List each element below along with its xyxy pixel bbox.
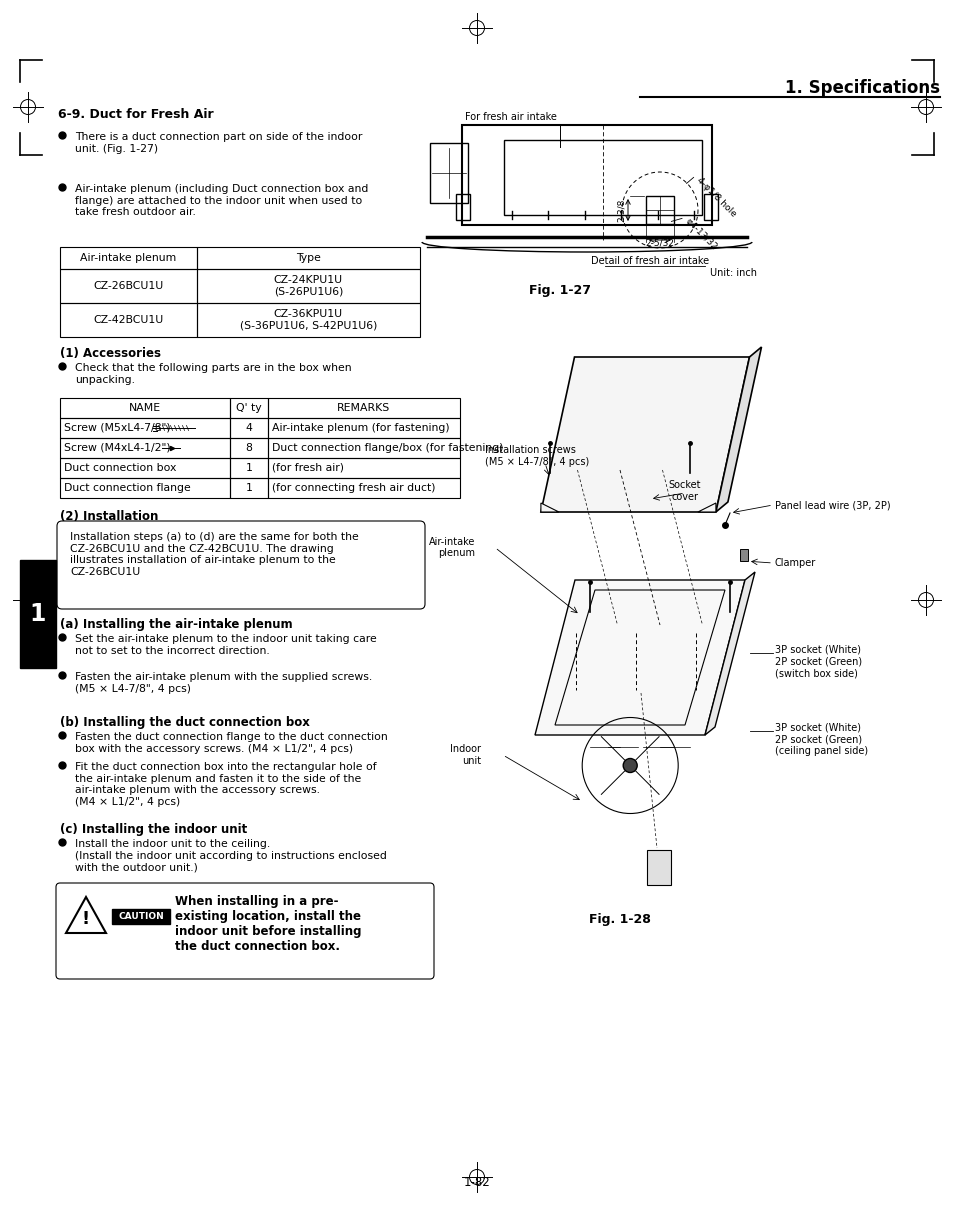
Text: Set the air-intake plenum to the indoor unit taking care
not to set to the incor: Set the air-intake plenum to the indoor …: [75, 634, 376, 656]
Bar: [196, 302, 419, 337]
Text: 2-3/8: 2-3/8: [617, 199, 625, 222]
Bar: [268, 478, 459, 498]
Bar: [703, 194, 718, 221]
Text: Check that the following parts are in the box when
unpacking.: Check that the following parts are in th…: [75, 363, 352, 384]
Text: 4: 4: [245, 423, 253, 433]
Text: Unit: inch: Unit: inch: [709, 268, 757, 278]
Bar: [230, 458, 268, 478]
Text: (for connecting fresh air duct): (for connecting fresh air duct): [272, 483, 435, 493]
Polygon shape: [698, 502, 715, 512]
Bar: [196, 247, 419, 269]
Bar: [196, 269, 419, 302]
Text: Air-intake plenum (including Duct connection box and
flange) are attached to the: Air-intake plenum (including Duct connec…: [75, 184, 368, 217]
Text: 4-φ1/8 hole: 4-φ1/8 hole: [694, 176, 737, 218]
Text: Fit the duct connection box into the rectangular hole of
the air-intake plenum a: Fit the duct connection box into the rec…: [75, 762, 376, 807]
Text: Socket
cover: Socket cover: [668, 480, 700, 501]
Bar: [639, 495, 659, 502]
Text: 3P socket (White)
2P socket (Green)
(switch box side): 3P socket (White) 2P socket (Green) (swi…: [774, 645, 862, 678]
Text: Duct connection box: Duct connection box: [64, 463, 176, 474]
Text: CZ-24KPU1U
(S-26PU1U6): CZ-24KPU1U (S-26PU1U6): [274, 275, 343, 296]
Text: 1. Specifications: 1. Specifications: [784, 80, 939, 96]
Text: CZ-42BCU1U: CZ-42BCU1U: [93, 315, 163, 325]
Text: Air-intake plenum: Air-intake plenum: [80, 253, 176, 263]
Text: (1) Accessories: (1) Accessories: [60, 347, 161, 360]
Text: Fig. 1-28: Fig. 1-28: [588, 913, 650, 925]
Polygon shape: [704, 572, 754, 735]
Bar: [60, 302, 196, 337]
Bar: [646, 850, 670, 884]
Text: Duct connection flange: Duct connection flange: [64, 483, 191, 493]
Circle shape: [622, 758, 637, 772]
Text: φ4-13/32: φ4-13/32: [683, 217, 719, 252]
Text: REMARKS: REMARKS: [337, 402, 390, 413]
Text: Installation screws
(M5 × L4-7/8", 4 pcs): Installation screws (M5 × L4-7/8", 4 pcs…: [484, 445, 589, 466]
Polygon shape: [715, 347, 760, 512]
Text: Air-intake
plenum: Air-intake plenum: [428, 536, 475, 558]
Text: (b) Installing the duct connection box: (b) Installing the duct connection box: [60, 716, 310, 729]
Text: Indoor
unit: Indoor unit: [450, 745, 480, 766]
Text: 1-82: 1-82: [463, 1176, 490, 1188]
Bar: [60, 269, 196, 302]
Polygon shape: [535, 580, 744, 735]
Text: (for fresh air): (for fresh air): [272, 463, 344, 474]
Text: For fresh air intake: For fresh air intake: [464, 112, 557, 122]
Text: 1: 1: [245, 463, 253, 474]
Text: (a) Installing the air-intake plenum: (a) Installing the air-intake plenum: [60, 618, 293, 631]
Bar: [740, 549, 747, 562]
Polygon shape: [540, 502, 558, 512]
Text: Fasten the air-intake plenum with the supplied screws.
(M5 × L4-7/8", 4 pcs): Fasten the air-intake plenum with the su…: [75, 672, 372, 694]
Bar: [230, 478, 268, 498]
Text: There is a duct connection part on side of the indoor
unit. (Fig. 1-27): There is a duct connection part on side …: [75, 133, 362, 153]
Bar: [230, 398, 268, 418]
Polygon shape: [540, 357, 749, 512]
Bar: [60, 478, 230, 498]
Text: 1: 1: [30, 602, 46, 627]
Bar: [60, 247, 196, 269]
Bar: [461, 125, 711, 225]
Text: CAUTION: CAUTION: [118, 912, 164, 921]
Text: Panel lead wire (3P, 2P): Panel lead wire (3P, 2P): [774, 500, 890, 510]
Text: 1: 1: [245, 483, 253, 493]
Bar: [268, 458, 459, 478]
Bar: [456, 194, 470, 221]
Bar: [268, 437, 459, 458]
Bar: [60, 398, 230, 418]
Text: Air-intake plenum (for fastening): Air-intake plenum (for fastening): [272, 423, 449, 433]
Bar: [268, 418, 459, 437]
Text: CZ-26BCU1U: CZ-26BCU1U: [93, 281, 163, 290]
Text: Fasten the duct connection flange to the duct connection
box with the accessory : Fasten the duct connection flange to the…: [75, 731, 387, 753]
Text: Duct connection flange/box (for fastening): Duct connection flange/box (for fastenin…: [272, 443, 503, 453]
Text: Screw (M5xL4-7/8"): Screw (M5xL4-7/8"): [64, 423, 171, 433]
Text: Type: Type: [295, 253, 320, 263]
Bar: [503, 140, 701, 214]
Bar: [230, 418, 268, 437]
Text: !: !: [82, 910, 90, 928]
Text: NAME: NAME: [129, 402, 161, 413]
Text: (2) Installation: (2) Installation: [60, 510, 158, 523]
Text: Q' ty: Q' ty: [236, 402, 261, 413]
Bar: [112, 909, 170, 924]
Text: (c) Installing the indoor unit: (c) Installing the indoor unit: [60, 823, 247, 836]
Text: 6-9. Duct for Fresh Air: 6-9. Duct for Fresh Air: [58, 108, 213, 122]
Text: Installation steps (a) to (d) are the same for both the
CZ-26BCU1U and the CZ-42: Installation steps (a) to (d) are the sa…: [70, 531, 358, 577]
Text: CZ-36KPU1U
(S-36PU1U6, S-42PU1U6): CZ-36KPU1U (S-36PU1U6, S-42PU1U6): [239, 310, 376, 331]
Text: 2-5/32: 2-5/32: [645, 239, 674, 248]
Bar: [60, 458, 230, 478]
Text: Detail of fresh air intake: Detail of fresh air intake: [590, 255, 708, 266]
Bar: [60, 418, 230, 437]
Bar: [230, 437, 268, 458]
Bar: [60, 437, 230, 458]
Text: 8: 8: [245, 443, 253, 453]
Text: Clamper: Clamper: [774, 558, 816, 568]
Text: Screw (M4xL4-1/2"): Screw (M4xL4-1/2"): [64, 443, 171, 453]
Text: When installing in a pre-
existing location, install the
indoor unit before inst: When installing in a pre- existing locat…: [174, 895, 361, 953]
Text: Fig. 1-27: Fig. 1-27: [529, 284, 590, 296]
Bar: [645, 196, 673, 224]
Text: Install the indoor unit to the ceiling.
(Install the indoor unit according to in: Install the indoor unit to the ceiling. …: [75, 839, 387, 872]
Bar: [430, 143, 468, 202]
Bar: [20, 560, 56, 668]
Text: 3P socket (White)
2P socket (Green)
(ceiling panel side): 3P socket (White) 2P socket (Green) (cei…: [774, 723, 867, 757]
Bar: [268, 398, 459, 418]
